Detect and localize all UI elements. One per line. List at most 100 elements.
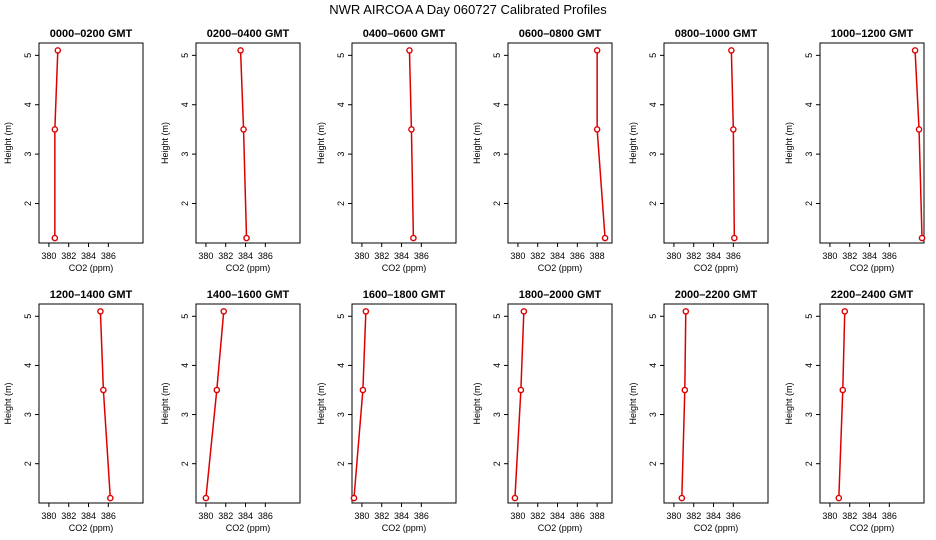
y-tick-label: 4 bbox=[492, 102, 502, 107]
data-point bbox=[359, 386, 367, 394]
profile-line bbox=[914, 50, 923, 239]
panel-title: 1200–1400 GMT bbox=[50, 289, 133, 301]
x-tick-label: 382 bbox=[686, 511, 701, 521]
x-tick-label: 388 bbox=[590, 251, 605, 261]
data-point bbox=[362, 308, 370, 315]
y-tick-label: 2 bbox=[492, 461, 502, 466]
y-axis-label: Height (m) bbox=[472, 122, 482, 164]
x-tick-label: 380 bbox=[41, 251, 56, 261]
x-tick-label: 380 bbox=[666, 251, 681, 261]
y-tick-label: 2 bbox=[336, 461, 346, 466]
plot-frame bbox=[819, 303, 925, 504]
y-tick-label: 3 bbox=[492, 152, 502, 157]
y-tick-label: 5 bbox=[336, 314, 346, 319]
x-tick-label: 384 bbox=[81, 251, 96, 261]
chart-panel: 0200–0400 GMT 380 382 384 386 CO2 (ppm) 2 3 4 5 He… bbox=[160, 28, 301, 273]
x-axis-label: CO2 (ppm) bbox=[850, 523, 895, 533]
profile-line bbox=[838, 311, 846, 499]
y-tick-label: 4 bbox=[23, 102, 33, 107]
profile-line bbox=[99, 311, 112, 499]
x-tick-label: 384 bbox=[81, 511, 96, 521]
panel-title: 0800–1000 GMT bbox=[675, 28, 758, 40]
x-tick-label: 384 bbox=[394, 511, 409, 521]
y-tick-label: 4 bbox=[336, 363, 346, 368]
chart-panel: 2000–2200 GMT 380 382 384 386 CO2 (ppm) 2 3 4 5 He… bbox=[628, 289, 769, 533]
y-tick-label: 3 bbox=[23, 412, 33, 417]
plot-frame bbox=[195, 303, 301, 504]
data-point bbox=[601, 234, 609, 242]
x-tick-label: 380 bbox=[510, 511, 525, 521]
x-tick-label: 384 bbox=[238, 511, 253, 521]
data-point bbox=[410, 234, 417, 242]
y-tick-label: 4 bbox=[492, 363, 502, 368]
panel-title: 0600–0800 GMT bbox=[519, 28, 602, 40]
x-tick-label: 386 bbox=[258, 511, 273, 521]
y-tick-label: 5 bbox=[23, 314, 33, 319]
y-axis-label: Height (m) bbox=[472, 382, 482, 424]
chart-panel: 1600–1800 GMT 380 382 384 386 CO2 (ppm) 2 3 4 5 He… bbox=[316, 289, 457, 533]
x-tick-label: 384 bbox=[550, 251, 565, 261]
data-point bbox=[511, 494, 519, 502]
x-tick-label: 386 bbox=[570, 511, 585, 521]
data-point bbox=[51, 126, 59, 133]
x-tick-label: 380 bbox=[41, 511, 56, 521]
x-axis-label: CO2 (ppm) bbox=[850, 263, 895, 273]
y-tick-label: 5 bbox=[492, 53, 502, 58]
x-tick-label: 380 bbox=[198, 251, 213, 261]
plot-frame bbox=[819, 42, 925, 244]
data-point bbox=[237, 47, 244, 54]
y-axis-label: Height (m) bbox=[316, 122, 326, 164]
profile-line bbox=[596, 50, 606, 239]
x-axis-label: CO2 (ppm) bbox=[382, 523, 427, 533]
x-tick-label: 384 bbox=[862, 511, 877, 521]
data-point bbox=[682, 308, 690, 315]
x-tick-label: 386 bbox=[570, 251, 585, 261]
x-tick-label: 380 bbox=[198, 511, 213, 521]
x-tick-label: 384 bbox=[394, 251, 409, 261]
data-point bbox=[97, 308, 104, 315]
panel-title: 1600–1800 GMT bbox=[363, 289, 446, 301]
x-tick-label: 386 bbox=[726, 511, 741, 521]
x-tick-label: 386 bbox=[414, 511, 429, 521]
panel-title: 0000–0200 GMT bbox=[50, 28, 133, 40]
chart-panel: 1000–1200 GMT 380 382 384 386 CO2 (ppm) 2 3 4 5 He… bbox=[784, 28, 926, 273]
y-tick-label: 4 bbox=[23, 363, 33, 368]
x-tick-label: 386 bbox=[101, 251, 116, 261]
x-tick-label: 386 bbox=[258, 251, 273, 261]
y-tick-label: 4 bbox=[180, 363, 190, 368]
y-tick-label: 2 bbox=[804, 201, 814, 206]
y-tick-label: 2 bbox=[23, 461, 33, 466]
plot-frame bbox=[195, 42, 301, 244]
x-axis-label: CO2 (ppm) bbox=[69, 263, 114, 273]
y-tick-label: 3 bbox=[492, 412, 502, 417]
y-tick-label: 2 bbox=[648, 201, 658, 206]
profile-line bbox=[408, 50, 415, 239]
data-point bbox=[54, 47, 62, 54]
y-tick-label: 4 bbox=[648, 363, 658, 368]
data-point bbox=[731, 234, 738, 242]
x-tick-label: 386 bbox=[726, 251, 741, 261]
x-tick-label: 380 bbox=[822, 251, 837, 261]
data-point bbox=[839, 386, 847, 394]
y-tick-label: 5 bbox=[804, 314, 814, 319]
chart-panel: 2200–2400 GMT 380 382 384 386 CO2 (ppm) 2 3 4 5 He… bbox=[784, 289, 925, 533]
x-tick-label: 388 bbox=[590, 511, 605, 521]
x-tick-label: 384 bbox=[238, 251, 253, 261]
x-tick-label: 380 bbox=[354, 511, 369, 521]
plot-frame bbox=[663, 303, 769, 504]
y-axis-label: Height (m) bbox=[3, 122, 13, 164]
x-axis-label: CO2 (ppm) bbox=[226, 263, 271, 273]
y-tick-label: 5 bbox=[23, 53, 33, 58]
x-tick-label: 382 bbox=[686, 251, 701, 261]
panel-title: 0400–0600 GMT bbox=[363, 28, 446, 40]
plot-frame bbox=[507, 303, 613, 504]
x-tick-label: 386 bbox=[882, 511, 897, 521]
x-tick-label: 380 bbox=[822, 511, 837, 521]
y-axis-label: Height (m) bbox=[3, 382, 13, 424]
data-point bbox=[100, 386, 107, 394]
x-tick-label: 382 bbox=[842, 251, 857, 261]
x-tick-label: 382 bbox=[374, 251, 389, 261]
x-tick-label: 382 bbox=[374, 511, 389, 521]
x-axis-label: CO2 (ppm) bbox=[694, 263, 739, 273]
